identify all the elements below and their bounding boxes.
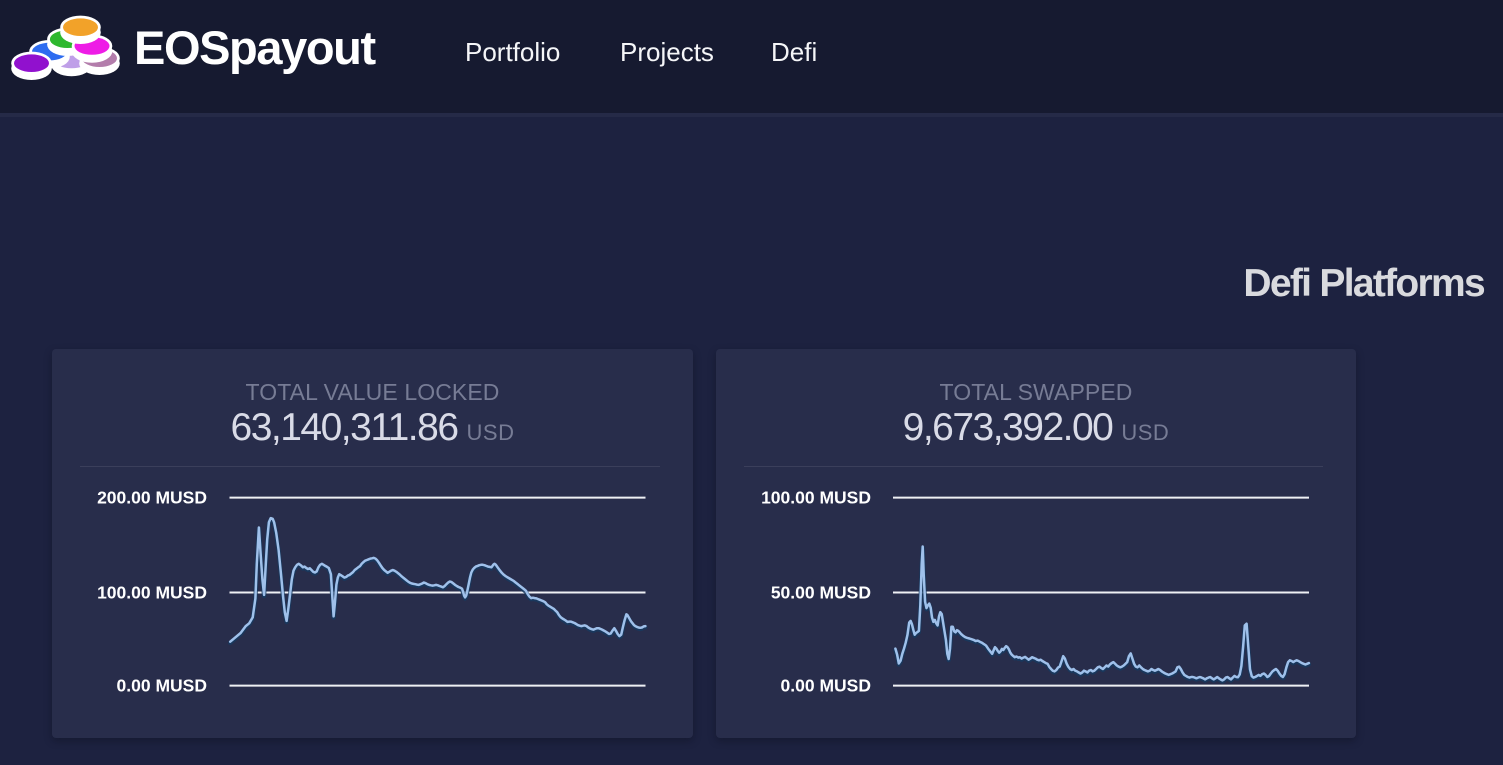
svg-text:100.00 MUSD: 100.00 MUSD (97, 583, 207, 603)
svg-text:0.00 MUSD: 0.00 MUSD (781, 676, 871, 696)
svg-text:100.00 MUSD: 100.00 MUSD (761, 488, 871, 508)
svg-text:0.00 MUSD: 0.00 MUSD (117, 676, 207, 696)
svg-text:200.00 MUSD: 200.00 MUSD (97, 488, 207, 508)
svg-text:50.00 MUSD: 50.00 MUSD (771, 583, 871, 603)
